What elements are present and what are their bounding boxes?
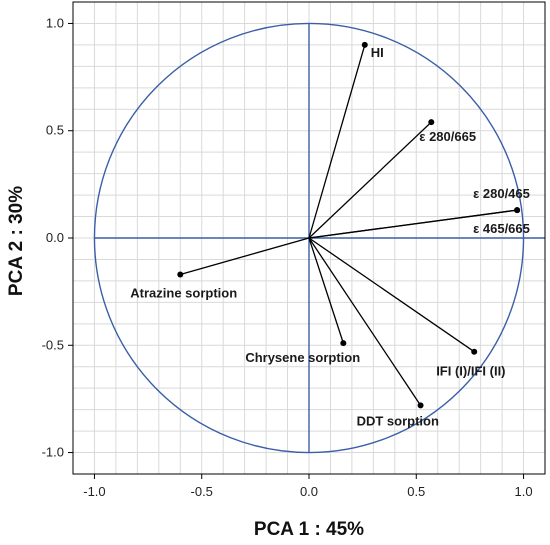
vector-label-chrysene-sorption: Chrysene sorption <box>245 350 360 365</box>
y-tick-label: -1.0 <box>42 445 64 460</box>
vector-point-chrysene-sorption <box>340 340 347 347</box>
correlation-circle <box>93 22 525 454</box>
vector-line-ifi-i-ifi-ii <box>308 237 475 353</box>
vector-label-280-465: ε 280/465 <box>473 186 530 201</box>
vector-point-ifi-i-ifi-ii <box>471 348 478 355</box>
x-axis-title: PCA 1 : 45% <box>254 519 364 540</box>
x-tick-label: 0.0 <box>300 484 318 499</box>
y-axis-title: PCA 2 : 30% <box>6 186 27 296</box>
vector-label-ifi-i-ifi-ii: IFI (I)/IFI (II) <box>436 364 505 379</box>
vector-line-atrazine-sorption <box>180 237 310 276</box>
vector-line-hi <box>308 44 366 239</box>
x-tick-label: 1.0 <box>515 484 533 499</box>
y-tick-label: -0.5 <box>42 337 64 352</box>
vector-label-atrazine-sorption: Atrazine sorption <box>130 285 237 300</box>
vector-line-465-665 <box>308 209 518 239</box>
vector-point-hi <box>361 41 368 48</box>
y-tick-label: 0.5 <box>46 123 64 138</box>
vector-point-ddt-sorption <box>417 402 424 409</box>
vector-line-280-665 <box>308 121 432 239</box>
y-axis-ticks: -1.0 -0.5 0.0 0.5 1.0 <box>42 15 73 460</box>
vector-label-280-665: ε 280/665 <box>419 129 476 144</box>
vector-label-ddt-sorption: DDT sorption <box>357 413 439 428</box>
vector-point-atrazine-sorption <box>177 271 184 278</box>
x-axis-ticks: -1.0 -0.5 0.0 0.5 1.0 <box>83 474 533 499</box>
vector-label-hi: HI <box>371 45 384 60</box>
vector-line-ddt-sorption <box>308 237 422 406</box>
y-tick-label: 1.0 <box>46 15 64 30</box>
x-tick-label: 0.5 <box>407 484 425 499</box>
vector-label-465-665: ε 465/665 <box>473 221 530 236</box>
y-tick-label: 0.0 <box>46 230 64 245</box>
x-tick-label: -0.5 <box>191 484 213 499</box>
loading-vectors: HI ε 280/665 ε 280/465 ε 465/665 Atrazine so… <box>130 41 530 428</box>
vector-point-280-665 <box>428 119 435 126</box>
x-tick-label: -1.0 <box>83 484 105 499</box>
vector-point-465-665 <box>514 207 521 214</box>
vector-line-chrysene-sorption <box>308 237 344 344</box>
